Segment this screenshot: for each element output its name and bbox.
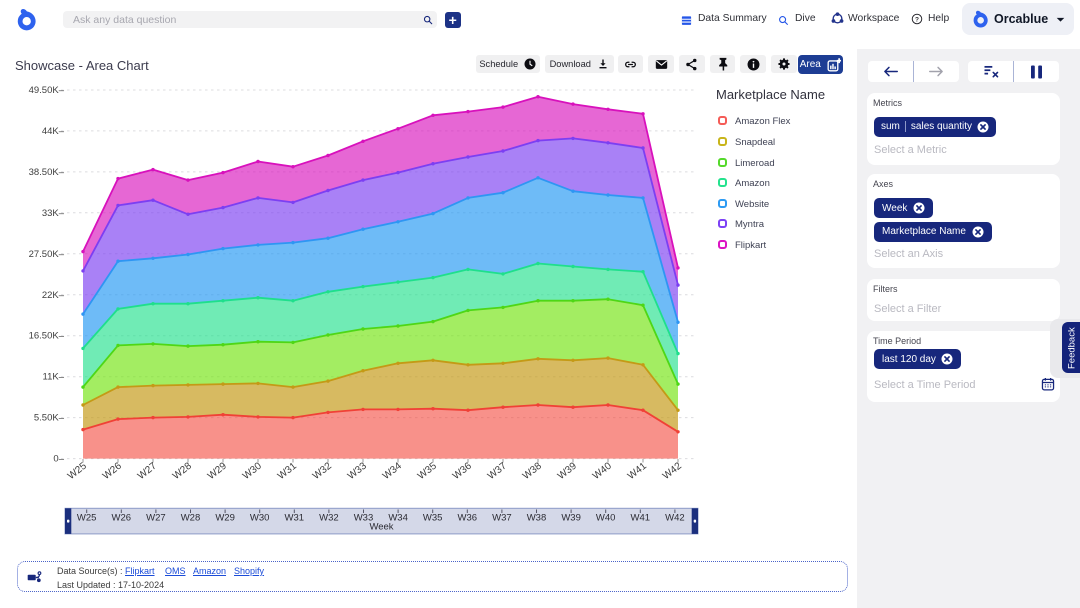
- svg-text:44K–: 44K–: [42, 126, 65, 137]
- svg-text:W42: W42: [665, 513, 685, 524]
- svg-text:W37: W37: [492, 513, 512, 524]
- svg-text:5.50K–: 5.50K–: [34, 413, 65, 424]
- svg-text:W31: W31: [285, 513, 305, 524]
- svg-text:27.50K–: 27.50K–: [29, 249, 65, 260]
- svg-text:W26: W26: [112, 513, 132, 524]
- svg-text:W38: W38: [527, 513, 547, 524]
- svg-text:W32: W32: [319, 513, 339, 524]
- svg-text:Week: Week: [369, 522, 393, 533]
- svg-text:W29: W29: [215, 513, 235, 524]
- svg-text:0–: 0–: [53, 454, 64, 465]
- svg-text:W33: W33: [354, 513, 374, 524]
- svg-text:W30: W30: [250, 513, 270, 524]
- svg-text:W40: W40: [596, 513, 616, 524]
- svg-text:W25: W25: [77, 513, 97, 524]
- svg-text:Feedback: Feedback: [1067, 327, 1078, 369]
- svg-text:W36: W36: [458, 513, 478, 524]
- svg-text:22K–: 22K–: [42, 290, 65, 301]
- svg-text:38.50K–: 38.50K–: [29, 167, 65, 178]
- svg-text:W39: W39: [561, 513, 581, 524]
- svg-text:16.50K–: 16.50K–: [29, 331, 65, 342]
- svg-text:49.50K–: 49.50K–: [29, 85, 65, 96]
- svg-text:?: ?: [915, 16, 919, 23]
- svg-text:W28: W28: [181, 513, 201, 524]
- svg-text:W27: W27: [146, 513, 166, 524]
- svg-text:11K–: 11K–: [43, 372, 65, 383]
- svg-text:33K–: 33K–: [42, 208, 65, 219]
- svg-text:W34: W34: [388, 513, 408, 524]
- svg-text:W35: W35: [423, 513, 443, 524]
- svg-text:W41: W41: [631, 513, 651, 524]
